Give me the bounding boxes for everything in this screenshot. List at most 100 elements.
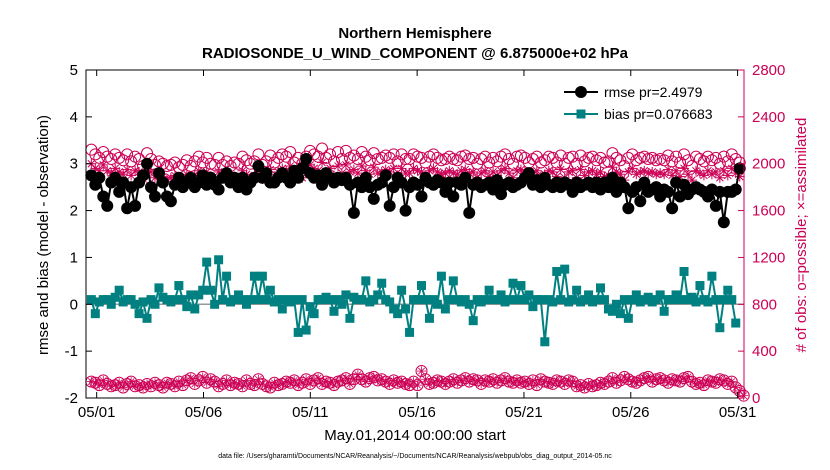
obs-assimilated-stroke (318, 158, 326, 167)
bias-marker (210, 299, 220, 309)
x-tick-label: 05/21 (505, 404, 543, 421)
obs-low-stroke (366, 374, 374, 382)
bias-marker (623, 313, 633, 323)
obs-assimilated-stroke (99, 161, 108, 169)
obs-assimilated-stroke (123, 165, 131, 174)
rmse-marker (666, 202, 679, 215)
plot-series (85, 142, 750, 402)
obs-assimilated-stroke (350, 165, 358, 174)
obs-possible-marker (658, 154, 671, 167)
obs-possible-marker (232, 157, 245, 170)
rmse-marker (729, 183, 742, 196)
obs-assimilated-stroke (357, 162, 366, 170)
obs-possible-marker (272, 151, 285, 164)
bias-marker (512, 295, 522, 305)
obs-low-stroke (609, 374, 616, 382)
rmse-marker (148, 190, 161, 203)
obs-assimilated-stroke (429, 164, 438, 173)
obs-assimilated-marker (714, 172, 725, 183)
rmse-marker (137, 169, 150, 182)
obs-low-circle (697, 379, 710, 392)
obs-low-stroke (394, 379, 402, 387)
rmse-marker (260, 167, 273, 180)
rmse-marker (164, 195, 177, 208)
obs-low-stroke (652, 375, 660, 383)
obs-possible-marker (546, 151, 559, 164)
rmse-marker (383, 199, 396, 212)
left-tick-label: 2 (70, 203, 78, 220)
obs-possible-marker (499, 148, 512, 161)
bias-marker (691, 297, 701, 307)
rmse-marker (152, 167, 165, 180)
obs-assimilated-marker (122, 164, 133, 175)
obs-low-stroke (270, 379, 278, 387)
rmse-marker (634, 195, 647, 208)
obs-assimilated-stroke (664, 165, 672, 174)
obs-assimilated-marker (504, 168, 515, 179)
bias-marker (202, 257, 212, 267)
rmse-marker (156, 176, 169, 189)
bias-marker (142, 313, 152, 323)
obs-low-marker (355, 373, 368, 386)
obs-assimilated-stroke (588, 166, 597, 175)
obs-low-stroke (422, 375, 429, 383)
obs-assimilated-stroke (369, 163, 378, 172)
bias-marker (369, 295, 379, 305)
bias-marker (607, 306, 617, 316)
bias-marker (592, 295, 602, 305)
bias-marker (345, 313, 355, 323)
obs-assimilated-stroke (111, 164, 120, 173)
bias-marker (373, 290, 383, 300)
obs-low-stroke (231, 379, 238, 387)
obs-assimilated-marker (671, 165, 682, 176)
bias-marker (293, 327, 303, 337)
obs-low-stroke (704, 376, 712, 384)
obs-low-stroke (314, 374, 322, 382)
obs-assimilated-stroke (723, 171, 732, 180)
obs-assimilated-stroke (656, 169, 665, 177)
bias-marker (492, 295, 502, 305)
obs-low-stroke (537, 375, 545, 383)
bias-marker (273, 295, 283, 305)
obs-possible-marker (93, 151, 106, 164)
bias-marker (703, 297, 713, 307)
obs-possible-marker (268, 156, 281, 169)
obs-possible-marker (355, 146, 368, 158)
obs-low-circle (93, 379, 106, 392)
obs-low-stroke (247, 380, 254, 388)
y-axis-label-right: # of obs: o=possible; ×=assimilated (793, 118, 810, 353)
obs-assimilated-stroke (727, 164, 736, 173)
rmse-marker (411, 178, 424, 191)
bias-marker (182, 302, 192, 312)
obs-assimilated-marker (659, 169, 670, 180)
bias-marker (468, 316, 478, 326)
obs-low-stroke (692, 380, 700, 388)
rmse-marker (101, 199, 114, 212)
axes: 543210-1-228002400200016001200800400005/… (65, 62, 786, 421)
obs-low-marker (419, 373, 432, 386)
obs-possible-marker (614, 154, 627, 167)
bias-marker (417, 281, 427, 291)
bias-marker (631, 290, 641, 300)
obs-assimilated-stroke (568, 166, 577, 175)
obs-low-stroke (262, 382, 270, 390)
obs-low-circle (156, 381, 169, 394)
obs-low-stroke (589, 382, 596, 390)
bias-marker (106, 299, 116, 309)
bias-marker (480, 295, 490, 305)
obs-low-circle (407, 375, 420, 388)
rmse-marker (522, 167, 535, 180)
obs-assimilated-marker (428, 163, 439, 174)
bias-marker (552, 266, 562, 276)
obs-possible-marker (188, 155, 201, 168)
right-tick-label: 2400 (752, 109, 785, 126)
bias-marker (508, 278, 518, 288)
obs-possible-marker (491, 155, 504, 168)
bias-marker (297, 295, 307, 305)
bias-marker (695, 281, 705, 291)
obs-low-stroke (163, 379, 171, 387)
obs-possible-marker (662, 149, 675, 162)
obs-assimilated-marker (710, 166, 721, 177)
obs-assimilated-marker (679, 163, 690, 174)
bias-marker (329, 306, 339, 316)
